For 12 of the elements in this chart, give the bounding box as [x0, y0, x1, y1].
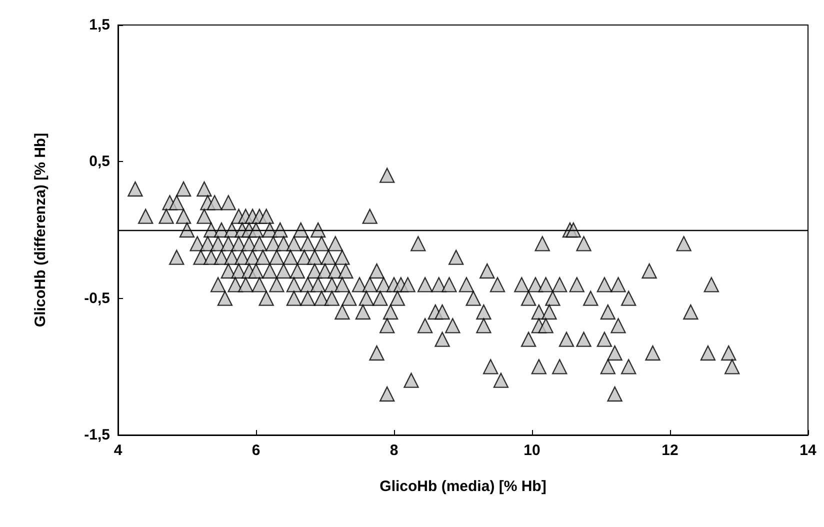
- x-tick-label: 4: [114, 442, 123, 459]
- x-axis-title: GlicoHb (media) [% Hb]: [380, 478, 546, 495]
- x-tick-label: 12: [662, 442, 678, 459]
- y-tick-label: 0,5: [89, 153, 110, 170]
- y-tick-label: -1,5: [84, 426, 110, 444]
- x-tick-label: 10: [524, 442, 540, 459]
- y-tick-label: 1,5: [89, 16, 110, 34]
- y-axis-title: GlicoHb (differenza) [% Hb]: [32, 132, 49, 328]
- y-tick-label: -0,5: [84, 290, 110, 307]
- x-tick-label: 8: [390, 442, 398, 459]
- x-tick-label: 14: [800, 442, 817, 459]
- x-tick-label: 6: [252, 442, 260, 459]
